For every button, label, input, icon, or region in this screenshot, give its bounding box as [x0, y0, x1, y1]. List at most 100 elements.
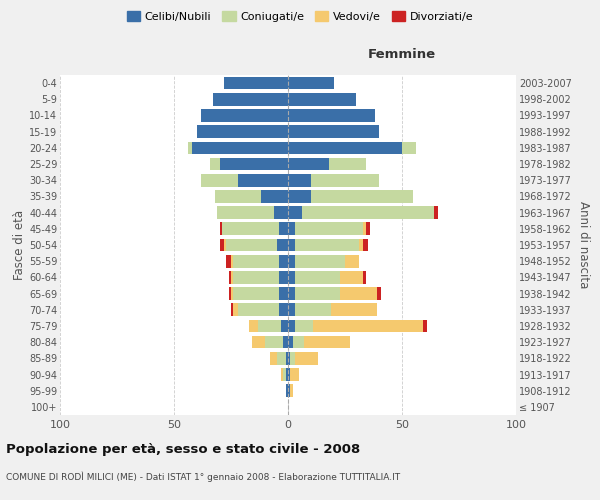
Bar	[311, 190, 413, 202]
Bar	[277, 352, 286, 364]
Text: Femmine: Femmine	[368, 48, 436, 62]
Bar	[313, 320, 422, 332]
Bar	[233, 288, 279, 300]
Bar	[251, 336, 265, 348]
Bar	[288, 126, 379, 138]
Bar	[226, 238, 277, 252]
Bar	[220, 158, 288, 170]
Bar	[279, 222, 288, 235]
Bar	[288, 288, 295, 300]
Bar	[283, 336, 288, 348]
Bar	[340, 288, 377, 300]
Bar	[283, 368, 286, 381]
Bar	[295, 238, 359, 252]
Bar	[288, 109, 374, 122]
Bar	[363, 271, 365, 283]
Bar	[192, 142, 288, 154]
Bar	[288, 255, 295, 268]
Bar	[274, 206, 288, 219]
Bar	[277, 238, 288, 252]
Bar	[281, 368, 283, 381]
Bar	[222, 222, 279, 235]
Bar	[220, 238, 224, 252]
Bar	[288, 142, 402, 154]
Bar	[329, 158, 365, 170]
Bar	[249, 320, 259, 332]
Bar	[224, 238, 226, 252]
Bar	[226, 255, 231, 268]
Bar	[402, 142, 416, 154]
Bar	[359, 238, 363, 252]
Bar	[363, 238, 368, 252]
Bar	[233, 304, 238, 316]
Bar	[288, 174, 311, 186]
Bar	[311, 174, 379, 186]
Text: Popolazione per età, sesso e stato civile - 2008: Popolazione per età, sesso e stato civil…	[6, 442, 360, 456]
Bar	[288, 368, 290, 381]
Bar	[295, 255, 345, 268]
Bar	[238, 174, 288, 186]
Bar	[229, 271, 231, 283]
Bar	[288, 384, 290, 397]
Bar	[290, 384, 293, 397]
Bar	[231, 304, 233, 316]
Legend: Celibi/Nubili, Coniugati/e, Vedovi/e, Divorziati/e: Celibi/Nubili, Coniugati/e, Vedovi/e, Di…	[124, 8, 476, 25]
Bar	[288, 238, 295, 252]
Bar	[279, 255, 288, 268]
Bar	[288, 222, 295, 235]
Bar	[202, 109, 288, 122]
Bar	[233, 271, 279, 283]
Y-axis label: Anni di nascita: Anni di nascita	[577, 202, 590, 288]
Bar	[288, 304, 295, 316]
Bar	[288, 93, 356, 106]
Bar	[231, 288, 233, 300]
Bar	[217, 206, 274, 219]
Bar	[288, 271, 295, 283]
Bar	[286, 352, 288, 364]
Bar	[213, 93, 288, 106]
Bar	[290, 368, 299, 381]
Bar	[260, 190, 288, 202]
Bar	[286, 384, 288, 397]
Bar	[363, 222, 365, 235]
Bar	[270, 352, 277, 364]
Bar	[365, 222, 370, 235]
Bar	[345, 255, 359, 268]
Bar	[224, 77, 288, 90]
Bar	[229, 288, 231, 300]
Bar	[279, 288, 288, 300]
Bar	[340, 271, 363, 283]
Bar	[304, 336, 350, 348]
Bar	[434, 206, 439, 219]
Bar	[331, 304, 377, 316]
Bar	[259, 320, 281, 332]
Bar	[188, 142, 192, 154]
Bar	[202, 174, 238, 186]
Bar	[288, 158, 329, 170]
Bar	[290, 352, 295, 364]
Bar	[233, 255, 279, 268]
Bar	[288, 77, 334, 90]
Bar	[288, 320, 295, 332]
Bar	[231, 255, 233, 268]
Bar	[288, 190, 311, 202]
Bar	[211, 158, 220, 170]
Bar	[238, 304, 279, 316]
Bar	[302, 206, 434, 219]
Bar	[295, 320, 313, 332]
Y-axis label: Fasce di età: Fasce di età	[13, 210, 26, 280]
Bar	[281, 320, 288, 332]
Bar	[288, 352, 290, 364]
Bar	[288, 206, 302, 219]
Bar	[293, 336, 304, 348]
Text: COMUNE DI RODÌ MILICI (ME) - Dati ISTAT 1° gennaio 2008 - Elaborazione TUTTITALI: COMUNE DI RODÌ MILICI (ME) - Dati ISTAT …	[6, 471, 400, 482]
Bar	[295, 222, 363, 235]
Bar	[295, 304, 331, 316]
Bar	[220, 222, 222, 235]
Bar	[215, 190, 260, 202]
Bar	[279, 304, 288, 316]
Bar	[295, 352, 317, 364]
Bar	[422, 320, 427, 332]
Bar	[295, 288, 340, 300]
Bar	[295, 271, 340, 283]
